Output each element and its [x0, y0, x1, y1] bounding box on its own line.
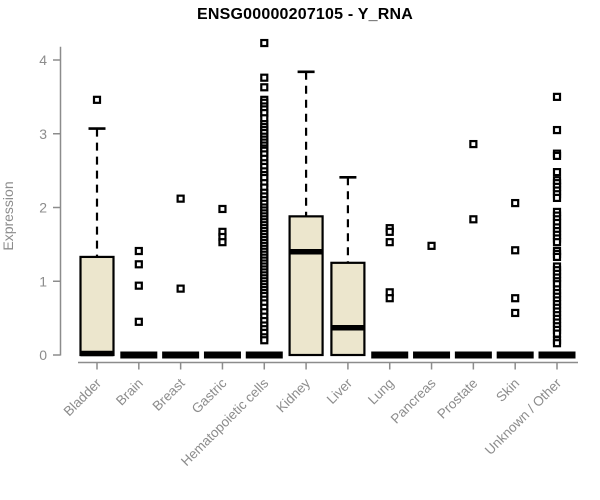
- outlier-point: [552, 125, 562, 135]
- flat-box-breast: [162, 351, 200, 359]
- outlier-point: [552, 168, 562, 177]
- outlier-point: [552, 193, 562, 203]
- x-category-label: Gastric: [189, 375, 230, 416]
- flat-box-brain: [120, 351, 158, 359]
- flat-box-unknown-other: [538, 351, 576, 359]
- outlier-point: [176, 194, 185, 203]
- outlier-point: [218, 238, 227, 247]
- x-category-label: Brain: [113, 376, 146, 409]
- outlier-point: [385, 227, 394, 236]
- outlier-point: [552, 92, 562, 101]
- outlier-point: [511, 246, 520, 255]
- flat-box-hematopoietic-cells: [245, 351, 283, 359]
- outlier-point: [552, 339, 562, 348]
- outlier-point: [552, 329, 562, 338]
- outlier-point: [176, 284, 185, 293]
- outlier-point: [134, 317, 143, 326]
- x-category-label: Unknown / Other: [482, 375, 565, 458]
- flat-box-gastric: [203, 351, 241, 359]
- outlier-point: [469, 139, 478, 149]
- y-tick-label: 1: [39, 273, 47, 289]
- outlier-point: [385, 294, 394, 303]
- outlier-point: [385, 238, 394, 247]
- y-tick-label: 4: [39, 52, 47, 68]
- outlier-point: [469, 215, 478, 224]
- outlier-point: [260, 336, 269, 345]
- x-category-label: Pancreas: [388, 375, 439, 426]
- outlier-point: [552, 238, 562, 247]
- x-category-label: Skin: [493, 376, 522, 405]
- outlier-point: [134, 246, 143, 256]
- chart-title: ENSG00000207105 - Y_RNA: [197, 6, 413, 23]
- flat-box-skin: [496, 351, 534, 359]
- x-category-label: Lung: [365, 376, 397, 408]
- box-kidney: [288, 215, 324, 357]
- outlier-point: [260, 73, 269, 82]
- outlier-point: [260, 38, 269, 48]
- outlier-point: [511, 308, 520, 318]
- x-category-label: Prostate: [434, 376, 480, 422]
- x-category-label: Liver: [324, 375, 356, 407]
- outlier-point: [134, 260, 143, 269]
- x-category-label: Breast: [150, 375, 188, 413]
- outlier-point: [92, 95, 102, 104]
- outlier-point: [218, 204, 227, 214]
- outlier-point: [511, 198, 520, 208]
- outlier-point: [511, 294, 520, 303]
- box-bladder: [79, 255, 115, 357]
- y-tick-label: 2: [39, 200, 47, 216]
- outlier-point: [552, 252, 562, 262]
- flat-box-prostate: [454, 351, 492, 359]
- box-liver: [330, 261, 366, 357]
- x-category-label: Bladder: [61, 375, 105, 419]
- y-tick-label: 0: [39, 347, 47, 363]
- y-tick-label: 3: [39, 126, 47, 142]
- outlier-point: [134, 281, 143, 290]
- x-category-label: Kidney: [273, 375, 313, 415]
- outlier-point: [427, 241, 436, 250]
- flat-box-pancreas: [413, 351, 451, 359]
- outlier-point: [552, 151, 562, 160]
- flat-box-lung: [371, 351, 409, 359]
- outlier-point: [260, 83, 269, 92]
